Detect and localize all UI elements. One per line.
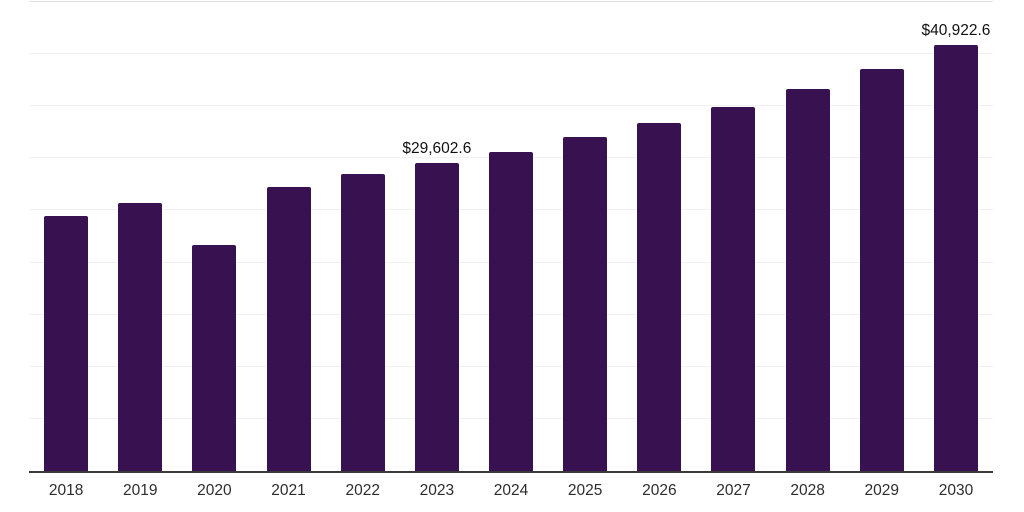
bar-2027 (711, 106, 756, 471)
bar-slot-2030: $40,922.6 (919, 2, 993, 471)
x-axis: 2018 2019 2020 2021 2022 2023 2024 2025 2026 2027… (29, 481, 993, 500)
bar-2025 (563, 137, 608, 471)
x-tick-label-2030: 2030 (938, 482, 974, 499)
bar-slot-2020 (177, 2, 251, 471)
bar-2029 (859, 68, 904, 471)
value-label-2030: $40,922.6 (921, 22, 991, 39)
gridline-35000 (29, 105, 993, 107)
bar-slot-2021 (251, 2, 325, 471)
bar-2030 (933, 44, 978, 471)
x-tick-label-2020: 2020 (197, 482, 232, 499)
bar-slot-2018 (29, 2, 103, 471)
x-tick-label-2028: 2028 (790, 482, 825, 499)
bar-slot-2029 (845, 2, 919, 471)
bar-slot-2025 (548, 2, 622, 471)
x-tick-label-2024: 2024 (493, 482, 529, 499)
plot-area: $29,602.6 $40,922.6 (29, 1, 993, 473)
bar-2018 (44, 216, 89, 471)
bar-2026 (637, 122, 682, 471)
x-tick-label-2029: 2029 (864, 482, 900, 499)
bar-2021 (266, 186, 311, 471)
x-tick-label-2022: 2022 (345, 482, 380, 499)
bar-2019 (118, 203, 163, 471)
bar-2022 (340, 174, 385, 471)
bar-slot-2023: $29,602.6 (400, 2, 474, 471)
x-tick-label-2025: 2025 (567, 482, 603, 499)
bar-2023 (414, 162, 459, 471)
bar-2028 (785, 89, 830, 471)
x-tick-label-2019: 2019 (122, 482, 158, 499)
x-tick-label-2018: 2018 (48, 482, 84, 499)
gridline-40000 (29, 53, 993, 55)
x-tick-label-2027: 2027 (716, 482, 751, 499)
bar-slot-2027 (696, 2, 770, 471)
bar-slot-2019 (103, 2, 177, 471)
bar-slot-2022 (326, 2, 400, 471)
x-tick-label-2023: 2023 (419, 482, 455, 499)
bar-2020 (192, 244, 237, 471)
x-tick-label-2021: 2021 (271, 482, 306, 499)
bar-slot-2026 (622, 2, 696, 471)
bar-slot-2028 (771, 2, 845, 471)
x-tick-label-2026: 2026 (642, 482, 677, 499)
value-label-2023: $29,602.6 (402, 140, 472, 157)
bars: $29,602.6 $40,922.6 (29, 2, 993, 471)
bar-2024 (489, 151, 534, 471)
bar-slot-2024 (474, 2, 548, 471)
